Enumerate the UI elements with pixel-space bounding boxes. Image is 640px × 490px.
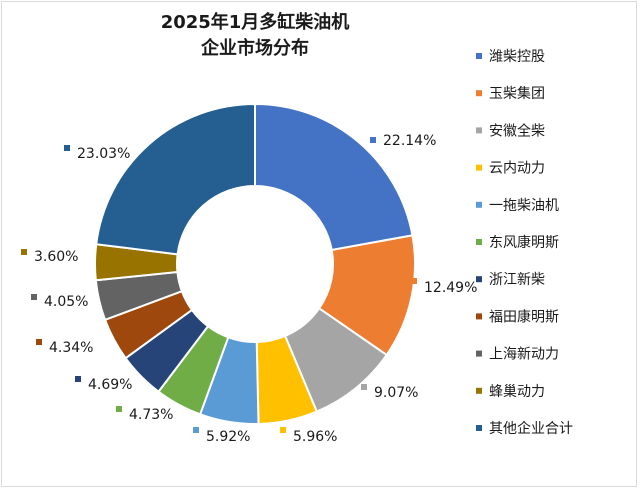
- data-label-3: 9.07%: [374, 385, 418, 401]
- data-label-10: 3.60%: [34, 249, 78, 265]
- data-label-marker-4: [280, 427, 286, 433]
- data-label-6: 4.73%: [129, 407, 173, 423]
- data-label-11: 23.03%: [77, 146, 130, 162]
- chart-title: 2025年1月多缸柴油机 企业市场分布: [120, 10, 390, 62]
- legend: 潍柴控股玉柴集团安徽全柴云内动力一拖柴油机东风康明斯浙江新柴福田康明斯上海新动力…: [476, 49, 573, 437]
- legend-swatch-3: [476, 127, 482, 134]
- legend-swatch-9: [476, 350, 482, 357]
- legend-entry-1: 潍柴控股: [489, 49, 545, 65]
- legend-entry-2: 玉柴集团: [489, 85, 545, 102]
- legend-swatch-8: [476, 313, 482, 320]
- data-label-9: 4.05%: [44, 294, 88, 310]
- data-label-marker-6: [116, 406, 122, 412]
- data-labels: 22.14% 12.49% 9.07% 5.96% 5.92% 4.73% 4.69% 4.3…: [21, 133, 477, 445]
- data-label-marker-5: [193, 427, 199, 433]
- legend-swatch-7: [476, 276, 482, 283]
- legend-entry-6: 东风康明斯: [489, 234, 559, 251]
- data-label-8: 4.34%: [49, 340, 93, 356]
- data-label-marker-9: [31, 294, 37, 300]
- data-label-marker-1: [370, 137, 376, 143]
- legend-swatch-4: [476, 164, 482, 171]
- data-label-4: 5.96%: [293, 429, 337, 445]
- legend-entry-7: 浙江新柴: [489, 272, 545, 288]
- legend-swatch-1: [476, 53, 482, 59]
- data-label-2: 12.49%: [424, 280, 477, 296]
- data-label-marker-3: [361, 384, 367, 390]
- chart-title-line2: 企业市场分布: [201, 38, 309, 59]
- legend-entry-9: 上海新动力: [489, 347, 559, 363]
- legend-entry-10: 蜂巢动力: [489, 384, 545, 400]
- legend-swatch-2: [476, 90, 482, 97]
- chart-title-line1: 2025年1月多缸柴油机: [160, 12, 350, 33]
- data-label-1: 22.14%: [383, 133, 436, 149]
- legend-entry-5: 一拖柴油机: [489, 198, 559, 214]
- legend-swatch-6: [476, 239, 482, 245]
- legend-swatch-11: [476, 425, 482, 431]
- data-label-marker-8: [36, 339, 42, 345]
- data-label-7: 4.69%: [88, 377, 132, 393]
- donut-slice-1: [254, 102, 414, 252]
- data-label-marker-11: [64, 145, 70, 151]
- data-label-5: 5.92%: [206, 429, 250, 445]
- legend-entry-4: 云内动力: [489, 161, 545, 177]
- legend-swatch-10: [476, 387, 482, 394]
- donut-slice-11: [95, 102, 256, 256]
- legend-entry-8: 福田康明斯: [489, 308, 559, 325]
- legend-swatch-5: [476, 201, 482, 208]
- legend-entry-3: 安徽全柴: [489, 122, 545, 139]
- data-label-marker-2: [411, 278, 417, 284]
- data-label-marker-10: [21, 249, 27, 255]
- data-label-marker-7: [75, 376, 81, 382]
- legend-entry-11: 其他企业合计: [489, 420, 573, 437]
- donut-slices: [94, 102, 416, 425]
